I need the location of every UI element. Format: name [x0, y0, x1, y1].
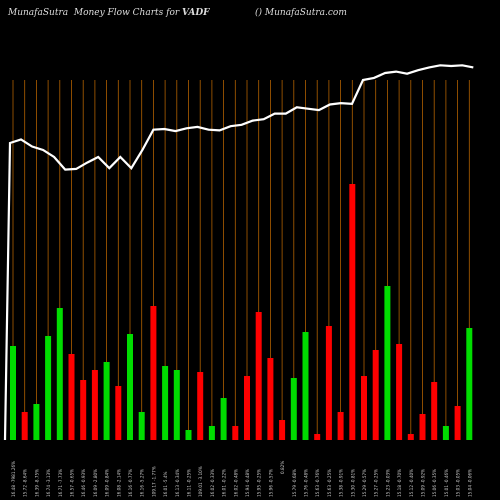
x-tick-label: 16.74 -3.13% [46, 469, 51, 497]
bar-down [150, 306, 157, 440]
bar-down [454, 406, 461, 440]
x-tick-label: 16.71 -7.73% [58, 469, 63, 497]
bar-up [290, 378, 297, 440]
x-tick-label: 16.39 -8.75% [34, 469, 39, 497]
bar-down [80, 380, 87, 440]
bar-series [10, 184, 473, 440]
bar-up [33, 404, 40, 440]
bar-down [91, 370, 98, 440]
bar-down [255, 312, 262, 440]
x-tick-label: 15.04 -0.06% [467, 469, 472, 497]
bar-down [361, 376, 367, 440]
x-tick-label-extra: 0.82% [280, 461, 285, 474]
x-tick-label: 15.09 -0.92% [421, 469, 426, 497]
symbol-label: VADF [182, 8, 210, 18]
x-tick-label: 109.01 -3.10% [198, 466, 203, 497]
bar-up [162, 366, 169, 440]
bar-up [45, 336, 52, 440]
x-tick-label: 15.18 -0.70% [397, 469, 402, 497]
x-tick-label: 109.17 -1.77% [151, 466, 156, 497]
bar-down [325, 326, 332, 440]
bar-up [127, 334, 133, 440]
x-tick-label: 15.96 -0.57% [268, 469, 273, 497]
x-tick-label: 16.01 -0.22% [222, 469, 227, 497]
x-tick-label: 16.16 -5.27% [140, 469, 145, 497]
bar-down [232, 426, 239, 440]
x-tick-label: 15.76 -0.48% [304, 469, 309, 497]
x-tick-label: 15.63 -0.76% [315, 469, 320, 497]
bar-up [103, 362, 110, 440]
x-axis-labels: 16.48 -7981.26% 15.72 -8.64% 16.39 -8.75% 1… [11, 461, 472, 497]
bar-down [337, 412, 344, 440]
x-tick-label: 15.79 -0.68% [292, 469, 297, 497]
x-tick-label: 15.72 -8.64% [23, 469, 28, 497]
x-tick-label: 15.29 -0.57% [362, 469, 367, 497]
x-tick-label: 15.95 -0.25% [257, 469, 262, 497]
x-tick-label: 15.03 -0.05% [456, 469, 461, 497]
price-line [3, 64, 474, 441]
bar-down [431, 382, 438, 440]
bar-down [396, 344, 403, 440]
chart-header-right: () MunafaSutra.com [255, 8, 347, 18]
x-tick-label: 15.12 -0.40% [409, 469, 414, 497]
bar-up [302, 332, 309, 440]
bar-up [384, 286, 391, 440]
x-tick-label: 16.09 -2.80% [93, 469, 98, 497]
x-tick-label: 15.94 -0.48% [245, 469, 250, 497]
x-tick-label: 15.27 -0.25% [374, 469, 379, 497]
site-name: MunafaSutra [8, 8, 69, 18]
bar-up [185, 430, 192, 440]
chart-header-left: MunafaSutra Money Flow Charts for VADF [8, 8, 210, 18]
x-tick-label: 16.57 -0.65% [70, 469, 75, 497]
bar-up [466, 328, 473, 440]
bar-up [10, 346, 16, 440]
bar-up [56, 308, 63, 440]
bar-down [349, 184, 356, 440]
x-tick-label: 15.01 -0.46% [444, 469, 449, 497]
x-tick-label: 16.08 -2.14% [116, 469, 121, 497]
site-url: () MunafaSutra.com [255, 8, 347, 18]
bar-up [442, 426, 449, 440]
x-tick-label: 15.06 -0.35% [432, 469, 437, 497]
bar-down [279, 420, 286, 440]
header-title: Money Flow Charts for [73, 8, 180, 18]
x-tick-label: 15.23 -0.03% [385, 469, 390, 497]
bar-down [244, 376, 250, 440]
x-tick-label: 15.38 -0.91% [339, 469, 344, 497]
bar-down [21, 412, 28, 440]
x-tick-label: 16.02 -0.33% [210, 469, 215, 497]
bar-up [138, 412, 145, 440]
bar-down [267, 358, 274, 440]
bar-down [407, 434, 414, 440]
x-tick-label: 16.02 -0.48% [233, 469, 238, 497]
x-tick-label: 16.09 -0.84% [105, 469, 110, 497]
bar-up [220, 398, 227, 440]
x-tick-label: 15.63 -0.25% [327, 469, 332, 497]
x-tick-label: 16.46 -0.93% [81, 469, 86, 497]
bar-down [372, 350, 379, 440]
bar-up [173, 370, 180, 440]
bar-down [419, 414, 426, 440]
bar-down [115, 386, 122, 440]
x-tick-label: 16.11 -0.25% [187, 469, 192, 497]
bar-down [197, 372, 204, 440]
x-tick-label: 16.16 -0.77% [128, 469, 133, 497]
bar-down [314, 434, 321, 440]
x-tick-label: 16.13 -0.34% [175, 469, 180, 497]
bar-down [68, 354, 75, 440]
x-tick-label: 15.30 -0.81% [350, 469, 355, 497]
x-tick-label: 16.48 -7981.26% [11, 461, 16, 497]
x-tick-label: 16.01 -5.4% [163, 472, 168, 497]
bar-up [208, 426, 215, 440]
